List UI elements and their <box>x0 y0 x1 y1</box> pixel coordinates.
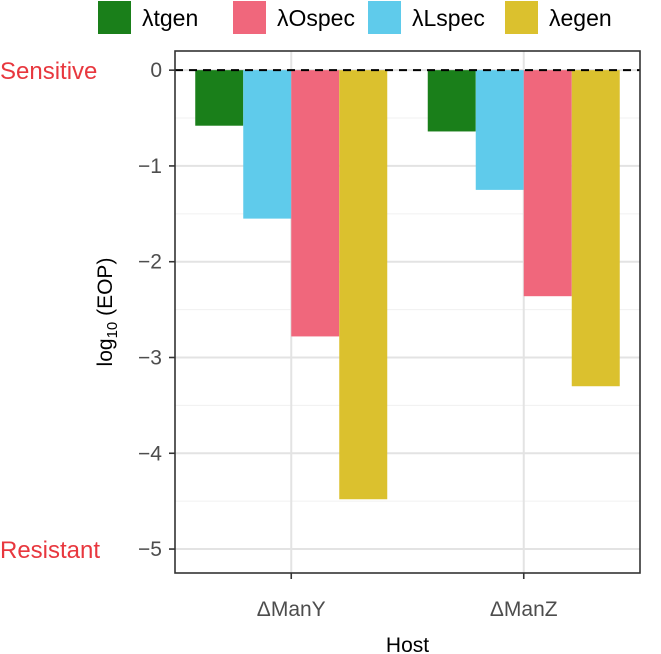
x-tick-label: ΔManY <box>257 598 326 621</box>
bar-λOspec-ΔManY <box>291 70 340 337</box>
y-tick-label: −2 <box>138 251 162 274</box>
panel-border <box>174 50 641 574</box>
legend: λtgen λOspec λLspec λegen <box>98 1 612 34</box>
legend-label-λLspec: λLspec <box>412 5 485 31</box>
bar-λOspec-ΔManZ <box>523 70 572 297</box>
legend-swatch-λtgen <box>98 1 131 34</box>
x-tick-label: ΔManZ <box>490 598 558 621</box>
y-tick-label: −1 <box>138 155 162 178</box>
y-axis-title-main: log <box>94 338 117 366</box>
bars <box>195 70 620 500</box>
legend-swatch-λLspec <box>368 1 401 34</box>
y-tick-label: −4 <box>138 442 162 465</box>
bar-λtgen-ΔManZ <box>427 70 476 132</box>
legend-label-λOspec: λOspec <box>277 5 355 31</box>
bar-λegen-ΔManY <box>339 70 388 500</box>
y-tick-label: −5 <box>138 538 162 561</box>
y-axis-title-rest: (EOP) <box>94 258 117 322</box>
annotation-resistant: Resistant <box>0 537 100 564</box>
legend-label-λtgen: λtgen <box>142 5 198 31</box>
y-axis-title: log10 (EOP) <box>94 258 121 367</box>
annotations: Sensitive Resistant <box>0 58 100 564</box>
legend-swatch-λOspec <box>233 1 266 34</box>
y-tick-label: −3 <box>138 346 162 369</box>
bar-λLspec-ΔManZ <box>475 70 524 190</box>
bar-λtgen-ΔManY <box>195 70 244 126</box>
x-axis-title: Host <box>386 634 429 654</box>
legend-swatch-λegen <box>505 1 538 34</box>
bar-λLspec-ΔManY <box>243 70 292 219</box>
axes: 0 −1 −2 −3 −4 −5 ΔManY ΔManZ Host log10 (EOP) <box>94 50 641 654</box>
y-tick-label: 0 <box>150 59 162 82</box>
legend-label-λegen: λegen <box>549 5 612 31</box>
bar-λegen-ΔManZ <box>571 70 620 387</box>
annotation-sensitive: Sensitive <box>0 58 97 85</box>
y-axis-title-subscript: 10 <box>104 322 121 339</box>
